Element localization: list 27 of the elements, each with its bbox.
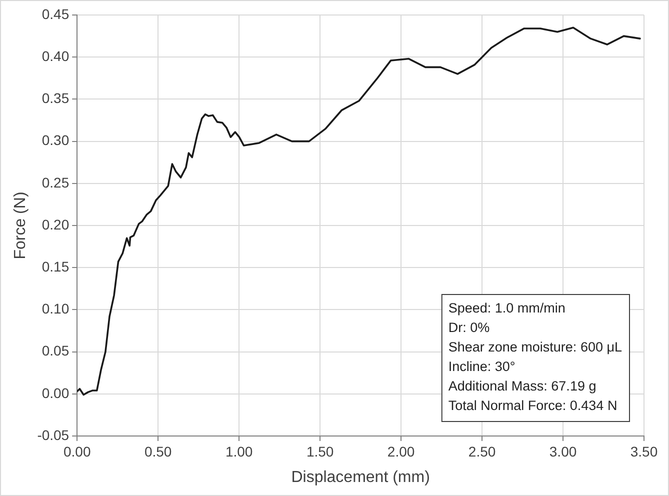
y-tick-label: 0.45 [42,6,70,22]
y-tick-label: 0.30 [42,132,70,148]
x-tick-label: 0.00 [63,443,91,460]
y-tick-label: -0.05 [37,426,70,443]
x-tick-label: 1.50 [306,443,334,460]
annotation: Total Normal Force: 0.434 N [448,398,618,413]
y-tick-label: 0.25 [42,174,70,190]
x-tick-label: 3.50 [630,443,658,460]
x-tick-label: 2.50 [468,443,496,460]
y-tick-label: 0.05 [42,342,70,359]
y-tick-label: 0.10 [42,300,70,317]
y-tick-label: 0.15 [42,258,70,274]
annotation: Dr: 0% [448,320,490,335]
annotation: Shear zone moisture: 600 μL [448,339,622,354]
y-tick-label: 0.35 [42,90,70,106]
x-tick-label: 3.00 [549,443,577,460]
x-tick-label: 2.00 [387,443,415,460]
annotation: Additional Mass: 67.19 g [448,378,596,394]
x-tick-label: 1.00 [225,443,253,460]
y-tick-label: 0.40 [42,48,70,64]
y-tick-label: 0.00 [42,384,70,401]
annotation: Speed: 1.0 mm/min [448,300,566,316]
x-tick-label: 0.50 [144,443,172,460]
y-axis-title: Force (N) [12,192,30,260]
x-axis-title: Displacement (mm) [291,468,430,486]
y-tick-label: 0.20 [42,216,70,232]
annotation: Incline: 30° [448,358,516,374]
